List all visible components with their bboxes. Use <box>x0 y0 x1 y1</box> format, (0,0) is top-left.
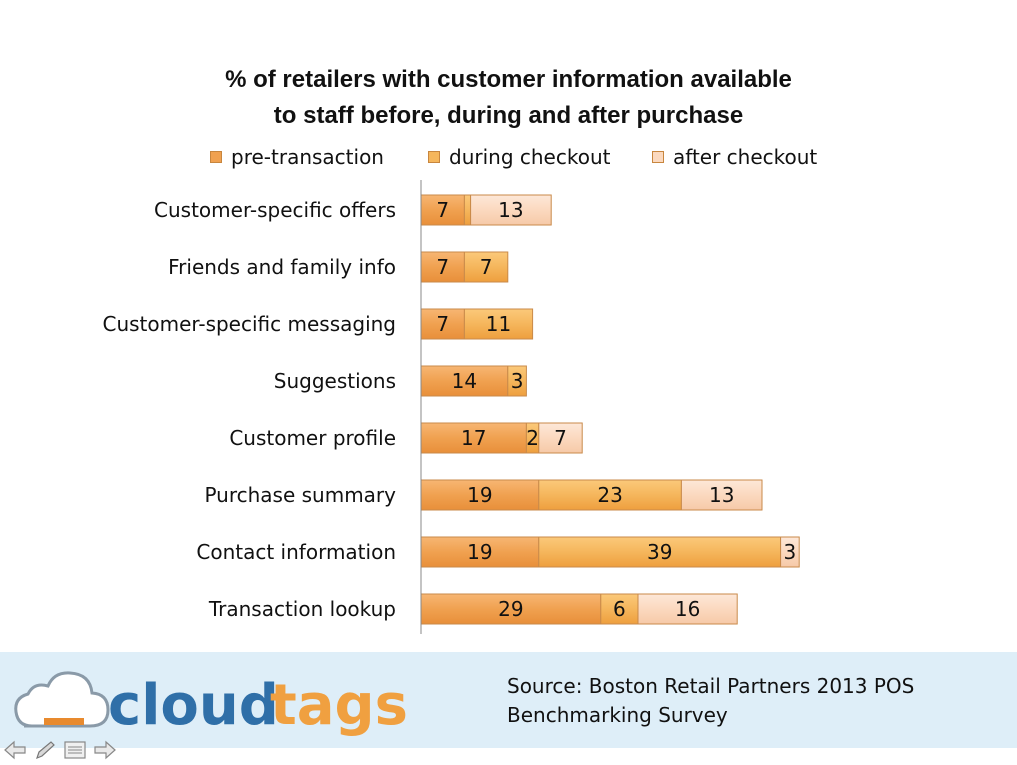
data-label: 7 <box>480 255 493 279</box>
data-label: 39 <box>647 540 672 564</box>
data-label: 19 <box>467 540 492 564</box>
bar-segment <box>637 593 738 625</box>
bar-segment <box>420 365 509 397</box>
data-label: 14 <box>452 369 477 393</box>
data-label: 13 <box>709 483 734 507</box>
data-label: 17 <box>461 426 486 450</box>
cloudtags-logo: cloud tags <box>10 660 420 744</box>
bar-segment <box>780 536 800 568</box>
bar-segment <box>420 251 465 283</box>
logo-text-tags: tags <box>270 673 408 738</box>
data-label: 3 <box>784 540 797 564</box>
logo-text-cloud: cloud <box>108 673 279 738</box>
data-label: 29 <box>498 597 523 621</box>
cloud-logo-icon: cloud tags <box>14 671 408 738</box>
chart-title: % of retailers with customer information… <box>0 62 1017 134</box>
bar-segment <box>538 422 583 454</box>
chart-title-line-2: to staff before, during and after purcha… <box>273 102 744 129</box>
bar-segment <box>600 593 639 625</box>
category-label: Customer profile <box>229 426 396 450</box>
legend-item-during-checkout: during checkout <box>428 145 610 169</box>
stacked-bar-chart: Customer-specific offers 7 13 Friends and f… <box>102 180 800 634</box>
menu-icon[interactable] <box>62 739 88 761</box>
bar-segment <box>420 536 540 568</box>
arrow-left-icon[interactable] <box>2 739 28 761</box>
data-label: 7 <box>436 312 449 336</box>
data-label: 2 <box>526 426 539 450</box>
chart-legend: pre-transaction during checkout after ch… <box>0 145 1017 169</box>
bar-segment <box>420 194 465 226</box>
data-label: 11 <box>486 312 511 336</box>
chart-title-line-1: % of retailers with customer information… <box>225 66 792 93</box>
legend-label-pre-transaction: pre-transaction <box>231 145 384 169</box>
category-label: Purchase summary <box>204 483 396 507</box>
footer-band <box>0 652 1017 748</box>
data-label: 3 <box>511 369 524 393</box>
data-label: 13 <box>498 198 523 222</box>
legend-label-during-checkout: during checkout <box>449 145 611 169</box>
data-label: 23 <box>597 483 622 507</box>
pen-icon[interactable] <box>32 739 58 761</box>
bar-segment <box>507 365 527 397</box>
category-label: Contact information <box>196 540 396 564</box>
category-label: Customer-specific messaging <box>102 312 396 336</box>
category-label: Friends and family info <box>168 255 396 279</box>
bar-segment <box>420 593 602 625</box>
bar-segment <box>680 479 763 511</box>
bar-segment <box>470 194 552 226</box>
legend-item-pre-transaction: pre-transaction <box>210 145 384 169</box>
data-label: 19 <box>467 483 492 507</box>
category-label: Customer-specific offers <box>154 198 396 222</box>
data-label: 7 <box>554 426 567 450</box>
data-label: 7 <box>436 198 449 222</box>
data-label: 6 <box>613 597 626 621</box>
category-label: Transaction lookup <box>208 597 396 621</box>
bar-segment <box>463 194 472 226</box>
bar-segment <box>538 536 782 568</box>
legend-label-after-checkout: after checkout <box>673 145 818 169</box>
bar-segment <box>463 251 509 283</box>
bar-segment <box>463 308 534 340</box>
arrow-right-icon[interactable] <box>92 739 118 761</box>
legend-swatch-during-checkout <box>428 151 440 163</box>
legend-item-after-checkout: after checkout <box>652 145 817 169</box>
bar-segment <box>420 422 527 454</box>
data-label: 16 <box>675 597 700 621</box>
source-note: Source: Boston Retail Partners 2013 POS … <box>507 674 915 727</box>
slide-nav-bar <box>2 739 118 761</box>
legend-swatch-pre-transaction <box>210 151 222 163</box>
data-label: 7 <box>436 255 449 279</box>
legend-swatch-after-checkout <box>652 151 664 163</box>
category-label: Suggestions <box>274 369 396 393</box>
